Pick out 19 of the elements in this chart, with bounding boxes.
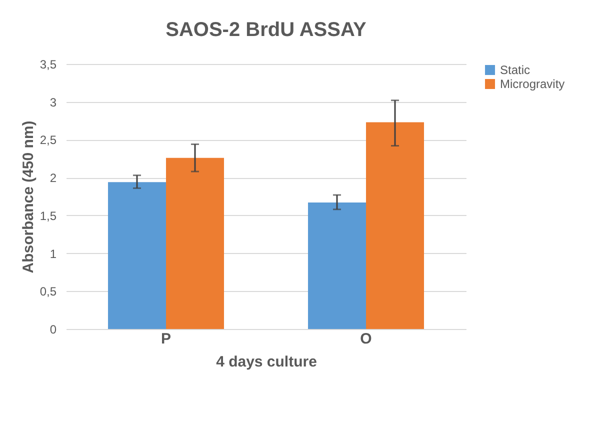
y-axis-title: Absorbance (450 nm) <box>20 120 37 274</box>
x-tick-label: P <box>160 330 172 348</box>
y-tick-label: 3 <box>50 95 57 110</box>
legend-label: Static <box>500 63 530 77</box>
y-tick-label: 2 <box>50 171 57 186</box>
chart-title: SAOS-2 BrdU ASSAY <box>166 19 368 41</box>
bar <box>366 122 424 329</box>
y-tick-label: 2,5 <box>40 133 57 148</box>
y-tick-label: 0,5 <box>40 284 57 299</box>
x-tick-label: O <box>360 330 372 348</box>
y-tick-label: 3,5 <box>40 58 57 72</box>
y-tick-label: 1,5 <box>40 208 57 223</box>
y-tick-label: 0 <box>50 322 57 336</box>
bar <box>108 182 166 329</box>
y-tick-label: 1 <box>50 246 57 261</box>
x-axis-title: 4 days culture <box>216 354 317 370</box>
bar <box>166 158 224 329</box>
bar <box>308 202 366 329</box>
legend-label: Microgravity <box>500 77 565 91</box>
